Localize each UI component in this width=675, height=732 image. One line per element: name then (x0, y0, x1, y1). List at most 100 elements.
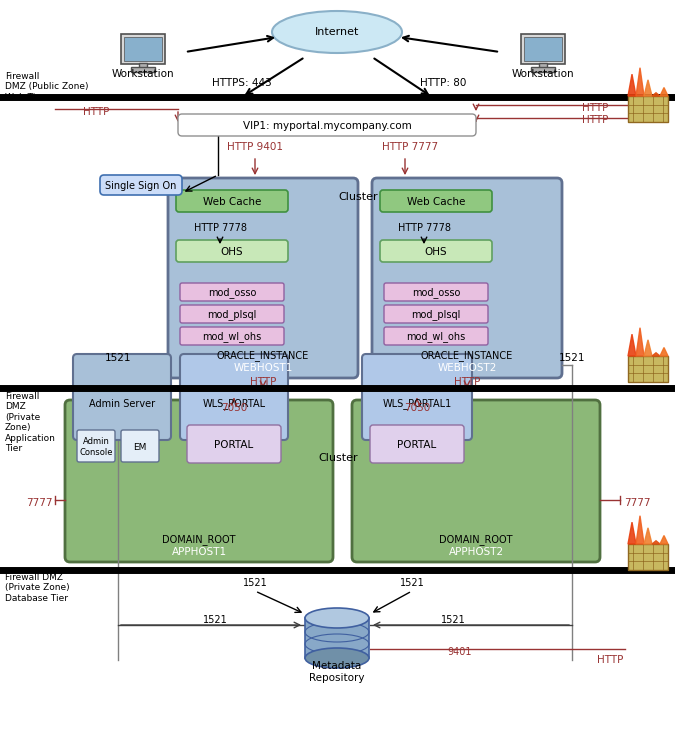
Text: WEBHOST1: WEBHOST1 (234, 363, 293, 373)
Text: mod_plsql: mod_plsql (411, 310, 460, 321)
FancyBboxPatch shape (305, 618, 369, 658)
Text: ORACLE_INSTANCE: ORACLE_INSTANCE (421, 351, 513, 362)
Text: Firewall
DMZ (Public Zone)
Web Tier: Firewall DMZ (Public Zone) Web Tier (5, 72, 88, 102)
Text: HTTP: HTTP (597, 655, 623, 665)
Text: Internet: Internet (315, 27, 359, 37)
Polygon shape (660, 536, 668, 544)
Text: 1521: 1521 (441, 615, 465, 625)
FancyBboxPatch shape (73, 354, 171, 440)
FancyBboxPatch shape (384, 305, 488, 323)
FancyBboxPatch shape (352, 400, 600, 562)
FancyBboxPatch shape (139, 63, 147, 68)
Text: Metadata
Repository: Metadata Repository (309, 661, 365, 683)
FancyBboxPatch shape (539, 63, 547, 68)
Text: WEBHOST2: WEBHOST2 (437, 363, 497, 373)
Polygon shape (644, 340, 652, 356)
Polygon shape (652, 541, 660, 544)
Text: 1521: 1521 (242, 578, 267, 588)
Polygon shape (636, 328, 644, 356)
Polygon shape (628, 522, 636, 544)
Text: 1521: 1521 (105, 353, 131, 363)
Polygon shape (644, 80, 652, 96)
Polygon shape (660, 348, 668, 356)
FancyBboxPatch shape (65, 400, 333, 562)
FancyBboxPatch shape (380, 240, 492, 262)
FancyBboxPatch shape (124, 37, 162, 61)
Text: PORTAL: PORTAL (215, 440, 254, 450)
FancyBboxPatch shape (168, 178, 358, 378)
FancyBboxPatch shape (628, 544, 668, 570)
FancyBboxPatch shape (77, 430, 115, 462)
Text: VIP1: myportal.mycompany.com: VIP1: myportal.mycompany.com (242, 121, 411, 131)
FancyBboxPatch shape (187, 425, 281, 463)
Text: HTTP: 80: HTTP: 80 (420, 78, 466, 88)
Text: 7050: 7050 (404, 403, 430, 413)
Text: HTTP: HTTP (454, 377, 480, 387)
FancyBboxPatch shape (121, 430, 159, 462)
Polygon shape (652, 93, 660, 96)
FancyBboxPatch shape (180, 354, 288, 440)
Text: DOMAIN_ROOT: DOMAIN_ROOT (439, 534, 513, 545)
Text: PORTAL: PORTAL (398, 440, 437, 450)
Text: HTTP: HTTP (83, 107, 109, 117)
FancyBboxPatch shape (176, 240, 288, 262)
Text: HTTP 7778: HTTP 7778 (398, 223, 450, 233)
Text: Single Sign On: Single Sign On (105, 181, 177, 191)
Text: HTTP 9401: HTTP 9401 (227, 142, 283, 152)
Text: mod_osso: mod_osso (412, 288, 460, 299)
FancyBboxPatch shape (180, 283, 284, 301)
Text: Admin Server: Admin Server (89, 399, 155, 409)
FancyBboxPatch shape (362, 354, 472, 440)
Polygon shape (652, 353, 660, 356)
Text: WLS_PORTAL: WLS_PORTAL (202, 398, 265, 409)
Text: mod_wl_ohs: mod_wl_ohs (202, 332, 262, 343)
Text: OHS: OHS (221, 247, 243, 257)
Text: APPHOST2: APPHOST2 (448, 547, 504, 557)
Text: 7777: 7777 (624, 498, 651, 508)
Text: 9401: 9401 (448, 647, 472, 657)
FancyBboxPatch shape (372, 178, 562, 378)
Text: 7050: 7050 (221, 403, 247, 413)
Text: HTTPS: 443: HTTPS: 443 (212, 78, 272, 88)
Text: Firewall
DMZ
(Private
Zone)
Application
Tier: Firewall DMZ (Private Zone) Application … (5, 392, 56, 453)
FancyBboxPatch shape (100, 175, 182, 195)
FancyBboxPatch shape (628, 96, 668, 122)
FancyBboxPatch shape (180, 327, 284, 345)
Text: Workstation: Workstation (111, 69, 174, 79)
Ellipse shape (305, 608, 369, 628)
FancyBboxPatch shape (180, 305, 284, 323)
Text: APPHOST1: APPHOST1 (171, 547, 227, 557)
Text: mod_plsql: mod_plsql (207, 310, 256, 321)
Text: ORACLE_INSTANCE: ORACLE_INSTANCE (217, 351, 309, 362)
FancyBboxPatch shape (178, 114, 476, 136)
Text: Workstation: Workstation (512, 69, 574, 79)
FancyBboxPatch shape (176, 190, 288, 212)
Text: HTTP: HTTP (582, 103, 608, 113)
FancyBboxPatch shape (384, 327, 488, 345)
FancyBboxPatch shape (524, 37, 562, 61)
Polygon shape (636, 516, 644, 544)
Text: Web Cache: Web Cache (407, 197, 465, 207)
Text: 1521: 1521 (202, 615, 227, 625)
FancyBboxPatch shape (628, 356, 668, 382)
Text: HTTP: HTTP (250, 377, 276, 387)
Text: HTTP 7778: HTTP 7778 (194, 223, 246, 233)
Text: Cluster: Cluster (318, 453, 358, 463)
FancyBboxPatch shape (370, 425, 464, 463)
FancyBboxPatch shape (121, 34, 165, 64)
Polygon shape (636, 68, 644, 96)
Text: EM: EM (133, 443, 146, 452)
Text: WLS_PORTAL1: WLS_PORTAL1 (382, 398, 452, 409)
Text: HTTP 7777: HTTP 7777 (382, 142, 438, 152)
FancyBboxPatch shape (521, 34, 565, 64)
Text: mod_wl_ohs: mod_wl_ohs (406, 332, 466, 343)
Text: mod_osso: mod_osso (208, 288, 256, 299)
Text: Cluster: Cluster (338, 192, 378, 202)
Text: Firewall DMZ
(Private Zone)
Database Tier: Firewall DMZ (Private Zone) Database Tie… (5, 573, 70, 602)
Text: Web Cache: Web Cache (202, 197, 261, 207)
Polygon shape (628, 74, 636, 96)
Text: 7777: 7777 (26, 498, 53, 508)
Text: HTTP: HTTP (582, 115, 608, 125)
Text: Admin
Console: Admin Console (79, 437, 113, 457)
Polygon shape (660, 88, 668, 96)
